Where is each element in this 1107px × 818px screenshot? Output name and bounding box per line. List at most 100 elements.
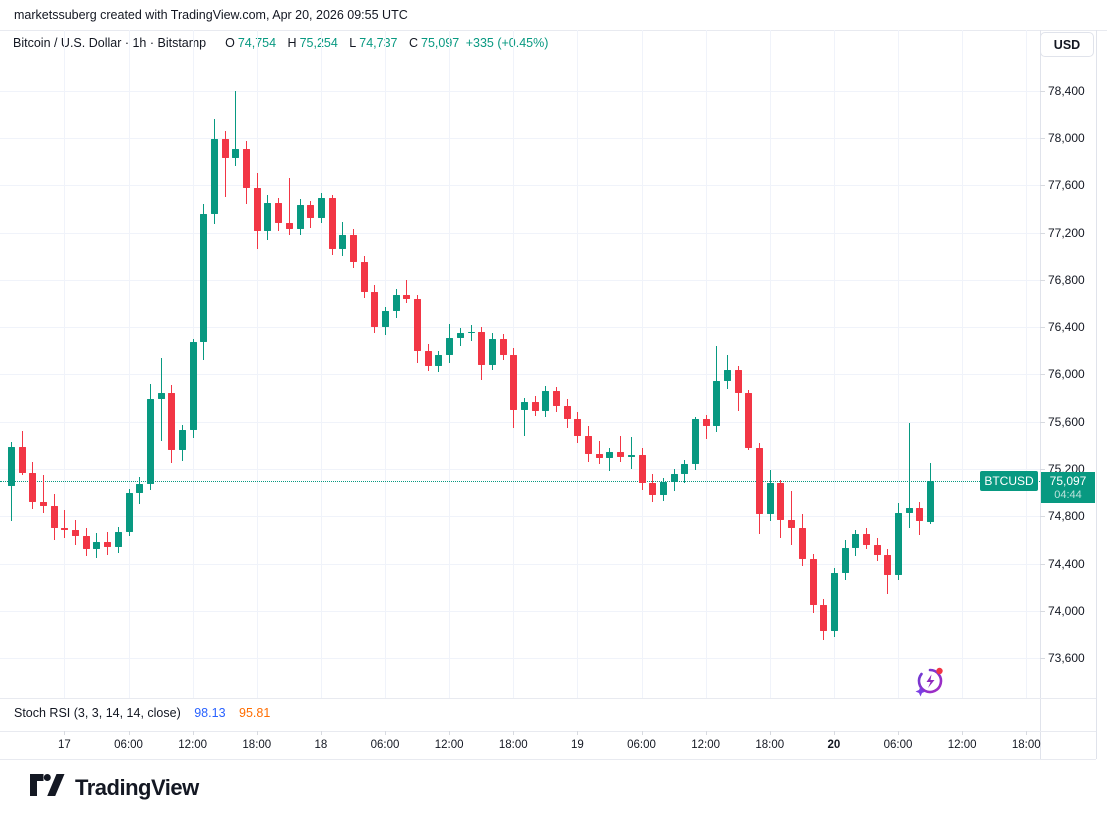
time-axis-tick (256, 731, 258, 735)
candlestick (349, 234, 357, 263)
candlestick (659, 482, 667, 495)
candlestick (125, 492, 133, 532)
price-axis-label: 76,000 (1048, 367, 1085, 382)
candlestick (884, 555, 892, 576)
indicator-title: Stoch RSI (3, 3, 14, 14, close) (14, 706, 181, 720)
stoch-d-value: 95.81 (239, 706, 271, 720)
time-axis-label: 18:00 (755, 739, 785, 751)
candlestick (478, 331, 486, 365)
time-axis[interactable]: 17 06:00 12:00 18:00 18 06:00 12:00 18:00 19 06:0… (0, 731, 1096, 759)
time-axis-tick (1026, 731, 1028, 735)
high-label: H (287, 36, 297, 50)
pane-separator[interactable] (0, 698, 1096, 699)
price-axis-tick (1040, 610, 1045, 612)
price-axis-label: 77,200 (1048, 225, 1085, 240)
price-axis-tick (1040, 374, 1045, 376)
gridline-vertical (256, 30, 258, 698)
candlestick (18, 446, 26, 473)
candlestick (157, 393, 165, 400)
spark-ai-button[interactable] (911, 664, 949, 702)
candle-wick (908, 422, 910, 529)
candlestick (456, 333, 464, 338)
gridline-horizontal (0, 658, 1040, 660)
time-axis-tick (577, 731, 579, 735)
gridline-vertical (705, 30, 707, 698)
candlestick (830, 573, 838, 631)
currency-unit-button[interactable]: USD (1040, 32, 1094, 57)
price-axis-label: 74,400 (1048, 556, 1085, 571)
candlestick (724, 369, 732, 382)
gridline-horizontal (0, 327, 1040, 329)
candlestick (275, 202, 283, 224)
candlestick (403, 295, 411, 299)
creator-attribution-text: marketssuberg created with TradingView.c… (14, 8, 408, 22)
change-value: +335 (+0.45%) (465, 36, 549, 50)
candle-wick (235, 90, 237, 167)
candle-wick (406, 279, 408, 304)
gridline-horizontal (0, 563, 1040, 565)
price-axis-label: 78,000 (1048, 130, 1085, 145)
time-axis-tick (64, 731, 66, 735)
gridline-vertical (1026, 30, 1028, 698)
candlestick (756, 447, 764, 514)
candlestick (606, 452, 614, 459)
time-axis-label: 12:00 (947, 739, 977, 751)
gridline-horizontal (0, 90, 1040, 92)
time-axis-tick (320, 731, 322, 735)
candle-wick (705, 414, 707, 440)
price-axis-border-left (1040, 30, 1041, 759)
candlestick (189, 342, 197, 430)
gridline-vertical (385, 30, 387, 698)
tradingview-logo[interactable]: TradingView (30, 772, 199, 803)
gridline-horizontal (0, 610, 1040, 612)
tradingview-logo-icon (30, 772, 65, 803)
candlestick (104, 542, 112, 548)
gridline-horizontal (0, 421, 1040, 423)
candlestick (862, 534, 870, 545)
candlestick (232, 148, 240, 158)
candlestick (8, 446, 15, 486)
header-divider (0, 30, 1107, 31)
candlestick (574, 419, 582, 436)
price-axis-label: 76,800 (1048, 272, 1085, 287)
time-axis-tick (449, 731, 451, 735)
candlestick (296, 205, 304, 229)
price-chart-pane[interactable] (0, 30, 1040, 698)
indicator-legend[interactable]: Stoch RSI (3, 3, 14, 14, close) 98.13 95… (14, 706, 270, 720)
candlestick (563, 406, 571, 420)
candlestick (809, 558, 817, 605)
candlestick (114, 531, 122, 548)
candlestick (638, 454, 646, 484)
time-axis-tick (192, 731, 194, 735)
price-axis-label: 76,400 (1048, 320, 1085, 335)
candlestick (542, 390, 550, 412)
candlestick (820, 604, 828, 631)
candle-wick (630, 437, 632, 469)
candlestick (446, 337, 454, 356)
time-axis-tick (769, 731, 771, 735)
candlestick (499, 338, 507, 356)
gridline-horizontal (0, 185, 1040, 187)
time-axis-tick (513, 731, 515, 735)
time-axis-tick (128, 731, 130, 735)
low-value: 74,737 (359, 36, 398, 50)
price-axis-tick (1040, 279, 1045, 281)
candlestick (788, 519, 796, 529)
candlestick (627, 454, 635, 458)
time-axis-tick (898, 731, 900, 735)
candlestick (852, 534, 860, 549)
gridline-horizontal (0, 374, 1040, 376)
symbol-legend[interactable]: Bitcoin / U.S. Dollar · 1h · Bitstamp O 7… (13, 36, 551, 50)
time-axis-label: 18:00 (242, 739, 272, 751)
candlestick (328, 198, 336, 250)
gridline-horizontal (0, 279, 1040, 281)
price-axis-tick (1040, 137, 1045, 139)
candle-wick (620, 435, 622, 462)
candle-wick (43, 474, 45, 513)
tradingview-logo-text: TradingView (75, 774, 199, 800)
candlestick (82, 536, 90, 550)
time-axis-label: 18 (314, 739, 328, 751)
time-axis-tick (385, 731, 387, 735)
gridline-horizontal (0, 137, 1040, 139)
